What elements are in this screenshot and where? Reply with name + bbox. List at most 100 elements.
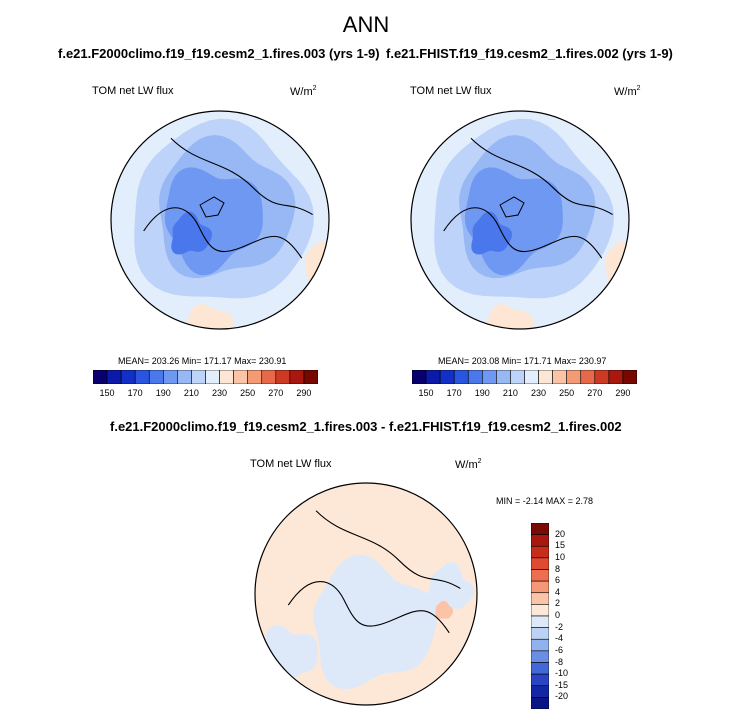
colorbar-swatch [531,697,549,709]
colorbar-tick-label: 190 [474,388,490,398]
colorbar-swatch [106,370,122,384]
colorbar-swatch [233,370,248,384]
panel-1-variable-label: TOM net LW flux [92,85,174,97]
panel-3-units: W/m2 [455,458,482,471]
colorbar-swatch [467,370,483,384]
colorbar-swatch [531,627,549,640]
colorbar-tick-label: 6 [555,575,561,586]
colorbar-swatch [531,580,549,594]
field-contour-240-south [485,303,534,329]
field-contour-190 [471,211,513,255]
colorbar-swatch [531,557,549,570]
colorbar-tick-label: 250 [240,388,256,398]
colorbar-tick-label: 150 [99,388,115,398]
colorbar-swatch [531,604,549,617]
colorbar-swatch [531,592,549,605]
field-contour-neg2-east [425,562,475,609]
colorbar-tick-label: 210 [183,388,199,398]
colorbar-tick-label: 2 [555,598,561,609]
colorbar-tick-label: 0 [555,610,561,620]
colorbar-swatch [412,370,427,384]
colorbar-swatch [453,370,469,384]
map-boundary [254,482,478,706]
panel-3-polar-map [254,482,478,706]
coastline [287,580,450,634]
coastline [443,207,603,259]
field-contour-2 [435,600,454,619]
colorbar-swatch [289,370,305,384]
colorbar-swatch [552,370,567,384]
colorbar-swatch [531,545,549,559]
colorbar-tick-label: -20 [555,691,569,702]
colorbar-tick-label: -10 [555,668,569,679]
colorbar-swatch [510,370,525,384]
colorbar-swatches [531,523,549,709]
colorbar-tick-label: 10 [555,551,566,562]
colorbar-swatch [439,370,455,384]
panel-1-colorbar: 150 170 190 210 230 250 270 290 [93,370,318,400]
colorbar-tick-label: 230 [212,388,228,398]
panel-3-variable-label: TOM net LW flux [250,458,332,470]
coastline-north [315,510,461,589]
colorbar-swatch [531,523,549,535]
coastline [143,207,303,259]
panel-2-title: f.e21.FHIST.f19_f19.cesm2_1.fires.002 (y… [386,46,673,61]
panel-2-polar-map [410,110,630,330]
colorbar-swatch [177,370,192,384]
colorbar-swatch [531,534,549,547]
colorbar-swatch [163,370,178,384]
panel-1-polar-map [110,110,330,330]
colorbar-tick-label: -8 [555,656,564,667]
colorbar-tick-label: 170 [127,388,143,398]
colorbar-swatch [594,370,610,384]
colorbar-swatch [531,569,549,582]
colorbar-swatch [622,370,637,384]
colorbar-swatch [482,370,497,384]
colorbar-swatch [566,370,582,384]
colorbar-swatch [148,370,164,384]
panel-3-colorbar: 20 15 10 8 6 4 2 0 -2 -4 -6 -8 -10 -15 -20 [531,523,581,713]
colorbar-swatch [247,370,263,384]
colorbar-tick-label: 170 [446,388,462,398]
colorbar-tick-label: -6 [555,644,564,655]
colorbar-swatch [608,370,624,384]
field-contour-190 [171,211,213,255]
colorbar-swatch [531,615,549,628]
panel-2-stats: MEAN= 203.08 Min= 171.71 Max= 230.97 [438,356,607,366]
island-outline [199,196,225,218]
colorbar-tick-label: 210 [502,388,518,398]
colorbar-swatch [580,370,596,384]
coastline-north [170,137,313,216]
colorbar-swatch [134,370,150,384]
colorbar-swatch [191,370,206,384]
coastline-north [470,137,613,216]
map-boundary [110,110,330,330]
colorbar-swatch [531,662,549,675]
colorbar-swatch [120,370,136,384]
colorbar-tick-label: 150 [418,388,434,398]
panel-3-stats: MIN = -2.14 MAX = 2.78 [496,496,594,506]
panel-1-units: W/m2 [290,85,317,98]
colorbar-swatch [524,370,539,384]
panel-3-title: f.e21.F2000climo.f19_f19.cesm2_1.fires.0… [110,419,622,434]
colorbar-swatch [531,673,549,687]
panel-1-title: f.e21.F2000climo.f19_f19.cesm2_1.fires.0… [58,46,380,61]
colorbar-swatch [205,370,220,384]
colorbar-tick-label: 20 [555,528,566,539]
colorbar-swatch [496,370,511,384]
panel-1-stats: MEAN= 203.26 Min= 171.17 Max= 230.91 [118,356,287,366]
field-contour-240-south [185,303,234,329]
colorbar-swatch [531,685,549,698]
colorbar-swatches [93,370,318,384]
colorbar-swatch [93,370,108,384]
colorbar-tick-label: -4 [555,633,564,644]
panel-2-variable-label: TOM net LW flux [410,85,492,97]
colorbar-tick-label: -15 [555,679,569,690]
colorbar-swatch [425,370,441,384]
colorbar-tick-label: 15 [555,540,566,551]
colorbar-swatch [531,638,549,652]
colorbar-tick-label: 290 [296,388,312,398]
colorbar-tick-label: 190 [155,388,171,398]
colorbar-swatch [531,650,549,663]
colorbar-swatch [219,370,234,384]
